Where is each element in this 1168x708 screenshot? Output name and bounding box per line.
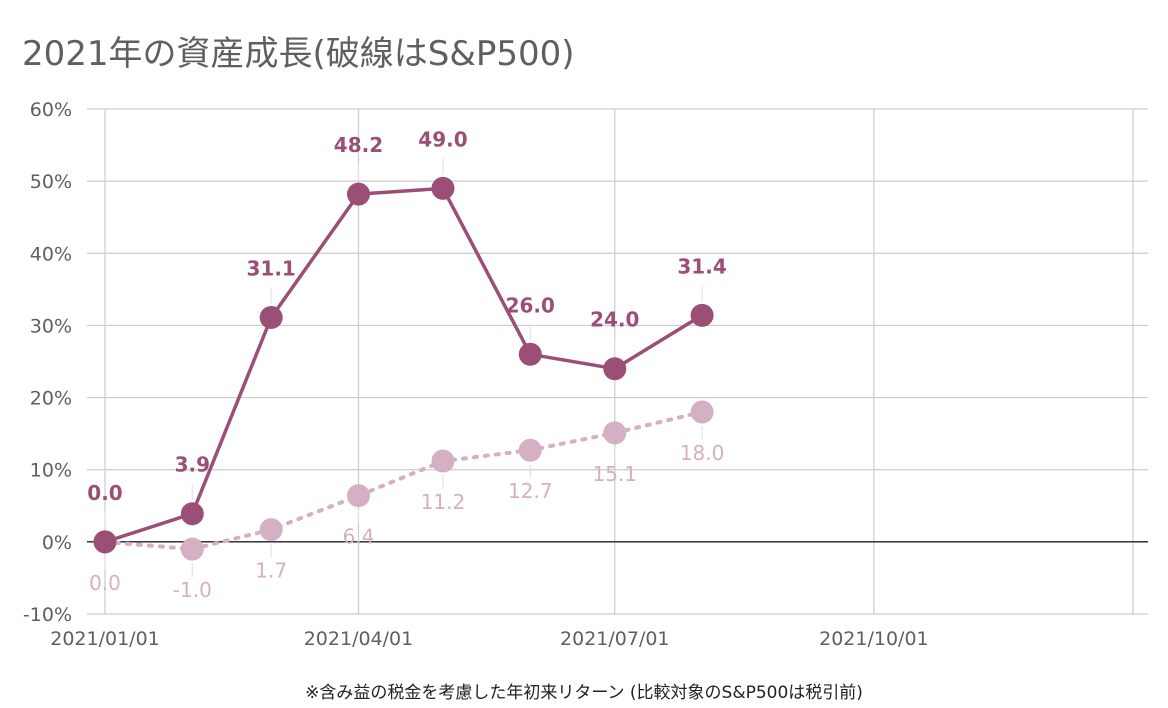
- portfolio-point: [431, 176, 455, 200]
- series: [93, 176, 714, 561]
- portfolio-point: [259, 305, 283, 329]
- portfolio-point: [180, 502, 204, 526]
- sp500-data-label: 12.7: [508, 479, 553, 503]
- y-tick-label: 30%: [30, 315, 72, 337]
- chart-footnote: ※含み益の税金を考慮した年初来リターン (比較対象のS&P500は税引前): [305, 683, 863, 703]
- x-tick-label: 2021/01/01: [50, 628, 160, 650]
- data-labels: 0.0 -1.0 1.7 6.4 11.2 12.7 15.1 18.0 0.0 3.9 31.1 4…: [87, 127, 726, 602]
- sp500-data-label: 1.7: [255, 559, 287, 583]
- sp500-point: [346, 484, 370, 508]
- axis-labels: -10% 0% 10% 20% 30% 40% 50% 60% 2021/01/01 2021/0…: [23, 99, 929, 650]
- chart-title: 2021年の資産成長(破線はS&P500): [22, 34, 575, 74]
- sp500-point: [431, 449, 455, 473]
- sp500-data-label: 11.2: [421, 490, 466, 514]
- portfolio-data-label: 48.2: [334, 133, 383, 157]
- portfolio-data-label: 31.4: [677, 254, 726, 278]
- x-tick-label: 2021/04/01: [304, 628, 414, 650]
- portfolio-data-label: 26.0: [506, 293, 555, 317]
- sp500-point: [690, 400, 714, 424]
- portfolio-data-label: 31.1: [246, 256, 295, 280]
- sp500-point: [180, 537, 204, 561]
- sp500-data-label: 18.0: [680, 441, 725, 465]
- sp500-data-label: -1.0: [173, 578, 212, 602]
- sp500-data-label: 0.0: [89, 571, 121, 595]
- sp500-data-label: 15.1: [593, 462, 638, 486]
- x-tick-label: 2021/10/01: [819, 628, 929, 650]
- y-tick-label: 10%: [30, 460, 72, 482]
- portfolio-point: [93, 530, 117, 554]
- portfolio-point: [690, 303, 714, 327]
- portfolio-data-label: 49.0: [418, 127, 467, 151]
- portfolio-data-label: 0.0: [87, 481, 122, 505]
- sp500-point: [603, 421, 627, 445]
- portfolio-data-label: 3.9: [175, 453, 210, 477]
- y-tick-label: 60%: [30, 99, 72, 121]
- y-tick-label: -10%: [23, 604, 72, 626]
- x-tick-label: 2021/07/01: [560, 628, 670, 650]
- y-tick-label: 40%: [30, 243, 72, 265]
- portfolio-point: [518, 342, 542, 366]
- y-tick-label: 20%: [30, 388, 72, 410]
- portfolio-point: [346, 182, 370, 206]
- portfolio-line: [104, 186, 704, 544]
- portfolio-data-label: 24.0: [590, 308, 639, 332]
- y-tick-label: 50%: [30, 171, 72, 193]
- portfolio-point: [603, 357, 627, 381]
- y-tick-label: 0%: [42, 532, 72, 554]
- sp500-point: [259, 518, 283, 542]
- sp500-line: [103, 410, 705, 552]
- sp500-point: [518, 438, 542, 462]
- sp500-data-label: 6.4: [343, 525, 375, 549]
